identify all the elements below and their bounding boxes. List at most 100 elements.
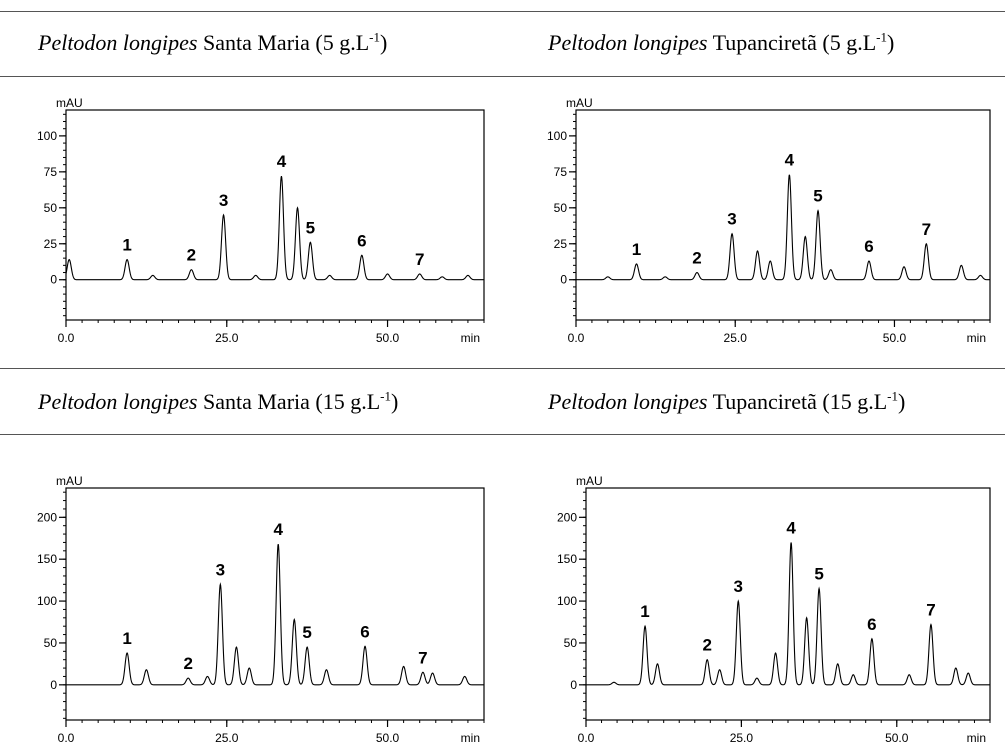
peak-label-5: 5: [302, 623, 311, 642]
peak-label-2: 2: [692, 249, 701, 268]
peak-label-2: 2: [183, 654, 192, 673]
peak-label-4: 4: [785, 151, 795, 170]
x-tick-label: 0.0: [568, 331, 585, 345]
y-tick-label: 50: [44, 636, 58, 650]
y-tick-label: 0: [50, 678, 57, 692]
panel-3-conc: (15 g.L: [315, 389, 381, 414]
peak-label-5: 5: [813, 187, 822, 206]
plot-frame: [575, 109, 991, 321]
peak-label-1: 1: [122, 236, 131, 255]
peak-label-3: 3: [734, 577, 743, 596]
panel-1-conc-sup: -1: [369, 29, 380, 45]
y-tick-label: 0: [560, 273, 567, 287]
panel-4-conc: (15 g.L: [822, 389, 888, 414]
panel-3-place: Santa Maria: [202, 389, 310, 414]
chromatogram-santa-maria-5: 0 25 50 75 100 0.0 25.0 50.0 mAU min 1 2 3 4 5 6 7: [37, 96, 485, 345]
peak-label-6: 6: [357, 231, 366, 250]
x-tick-label: 0.0: [58, 731, 75, 745]
panel-2-place: Tupanciretã: [712, 30, 817, 55]
peak-label-1: 1: [640, 602, 649, 621]
peak-label-3: 3: [216, 560, 225, 579]
panel-1-species: Peltodon longipes: [38, 30, 198, 55]
y-tick-label: 150: [557, 552, 577, 566]
peak-label-7: 7: [922, 220, 931, 239]
peak-label-5: 5: [306, 218, 315, 237]
chromatogram-tupancireta-15: 0 50 100 150 200 0.0 25.0 50.0 mAU min 1 2 3 4 5 6 7: [557, 474, 991, 745]
x-tick-label: 50.0: [885, 731, 909, 745]
y-tick-label: 25: [44, 237, 58, 251]
y-tick-label: 200: [37, 510, 57, 524]
chromatogram-trace: [586, 542, 990, 686]
x-tick-label: 50.0: [376, 331, 400, 345]
x-tick-label: 50.0: [883, 331, 907, 345]
peak-label-7: 7: [418, 648, 427, 667]
x-axis-label: min: [461, 731, 480, 745]
peak-label-2: 2: [702, 636, 711, 655]
y-tick-label: 75: [44, 165, 58, 179]
peak-label-4: 4: [273, 520, 283, 539]
x-tick-label: 0.0: [58, 331, 75, 345]
panel-4-place: Tupanciretã: [712, 389, 817, 414]
y-tick-label: 50: [564, 636, 578, 650]
peak-label-6: 6: [864, 237, 873, 256]
y-tick-label: 0: [570, 678, 577, 692]
peak-label-6: 6: [867, 615, 876, 634]
peak-label-3: 3: [727, 210, 736, 229]
y-tick-label: 150: [37, 552, 57, 566]
panel-4-conc-sup: -1: [887, 388, 898, 404]
x-tick-label: 50.0: [376, 731, 400, 745]
peak-label-4: 4: [786, 518, 796, 537]
peak-label-7: 7: [415, 250, 424, 269]
x-tick-label: 25.0: [215, 331, 239, 345]
panel-2-conc-sup: -1: [876, 29, 887, 45]
divider-rule: [0, 368, 1005, 369]
panel-4-species: Peltodon longipes: [548, 389, 708, 414]
y-axis-label: mAU: [566, 96, 593, 110]
y-axis-label: mAU: [576, 474, 603, 488]
peak-label-1: 1: [122, 629, 131, 648]
peak-label-4: 4: [277, 152, 287, 171]
x-axis-label: min: [461, 331, 480, 345]
peak-label-3: 3: [219, 191, 228, 210]
y-tick-label: 200: [557, 510, 577, 524]
x-axis-label: min: [967, 331, 986, 345]
panel-4-title: Peltodon longipes Tupanciretã (15 g.L-1): [548, 389, 905, 415]
panel-4-conc-close: ): [897, 389, 906, 414]
y-axis-label: mAU: [56, 474, 83, 488]
y-tick-label: 75: [554, 165, 568, 179]
chromatogram-trace: [576, 174, 990, 281]
y-tick-label: 100: [37, 594, 57, 608]
x-tick-label: 0.0: [578, 731, 595, 745]
panel-3-conc-close: ): [391, 389, 399, 414]
y-tick-label: 100: [37, 129, 57, 143]
peak-label-5: 5: [814, 565, 823, 584]
peak-label-2: 2: [187, 246, 196, 265]
title-rule-bottom: [0, 434, 1005, 435]
y-tick-label: 100: [547, 129, 567, 143]
panel-1-conc: (5 g.L: [315, 30, 370, 55]
y-tick-label: 50: [44, 201, 58, 215]
x-axis-label: min: [967, 731, 986, 745]
top-rule: [0, 11, 1005, 12]
x-tick-label: 25.0: [215, 731, 239, 745]
x-tick-label: 25.0: [730, 731, 754, 745]
panel-2-species: Peltodon longipes: [548, 30, 708, 55]
chromatogram-trace: [65, 176, 484, 281]
panel-1-conc-close: ): [380, 30, 388, 55]
panel-2-title: Peltodon longipes Tupanciretã (5 g.L-1): [548, 30, 894, 56]
chromatogram-trace: [66, 544, 484, 686]
y-tick-label: 100: [557, 594, 577, 608]
chromatogram-santa-maria-15: 0 50 100 150 200 0.0 25.0 50.0 mAU min 1 2 3 4 5 6 7: [37, 474, 485, 745]
panel-2-conc: (5 g.L: [822, 30, 877, 55]
y-tick-label: 50: [554, 201, 568, 215]
panel-3-title: Peltodon longipes Santa Maria (15 g.L-1): [38, 389, 398, 415]
y-tick-label: 25: [554, 237, 568, 251]
panel-1-title: Peltodon longipes Santa Maria (5 g.L-1): [38, 30, 387, 56]
title-rule-top: [0, 76, 1005, 77]
panel-1-place: Santa Maria: [202, 30, 310, 55]
y-tick-label: 0: [50, 273, 57, 287]
y-axis-label: mAU: [56, 96, 83, 110]
chromatogram-tupancireta-5: 0 25 50 75 100 0.0 25.0 50.0 mAU min 1 2 3 45 6 7: [547, 96, 991, 345]
peak-label-6: 6: [360, 622, 369, 641]
panel-3-conc-sup: -1: [380, 388, 391, 404]
